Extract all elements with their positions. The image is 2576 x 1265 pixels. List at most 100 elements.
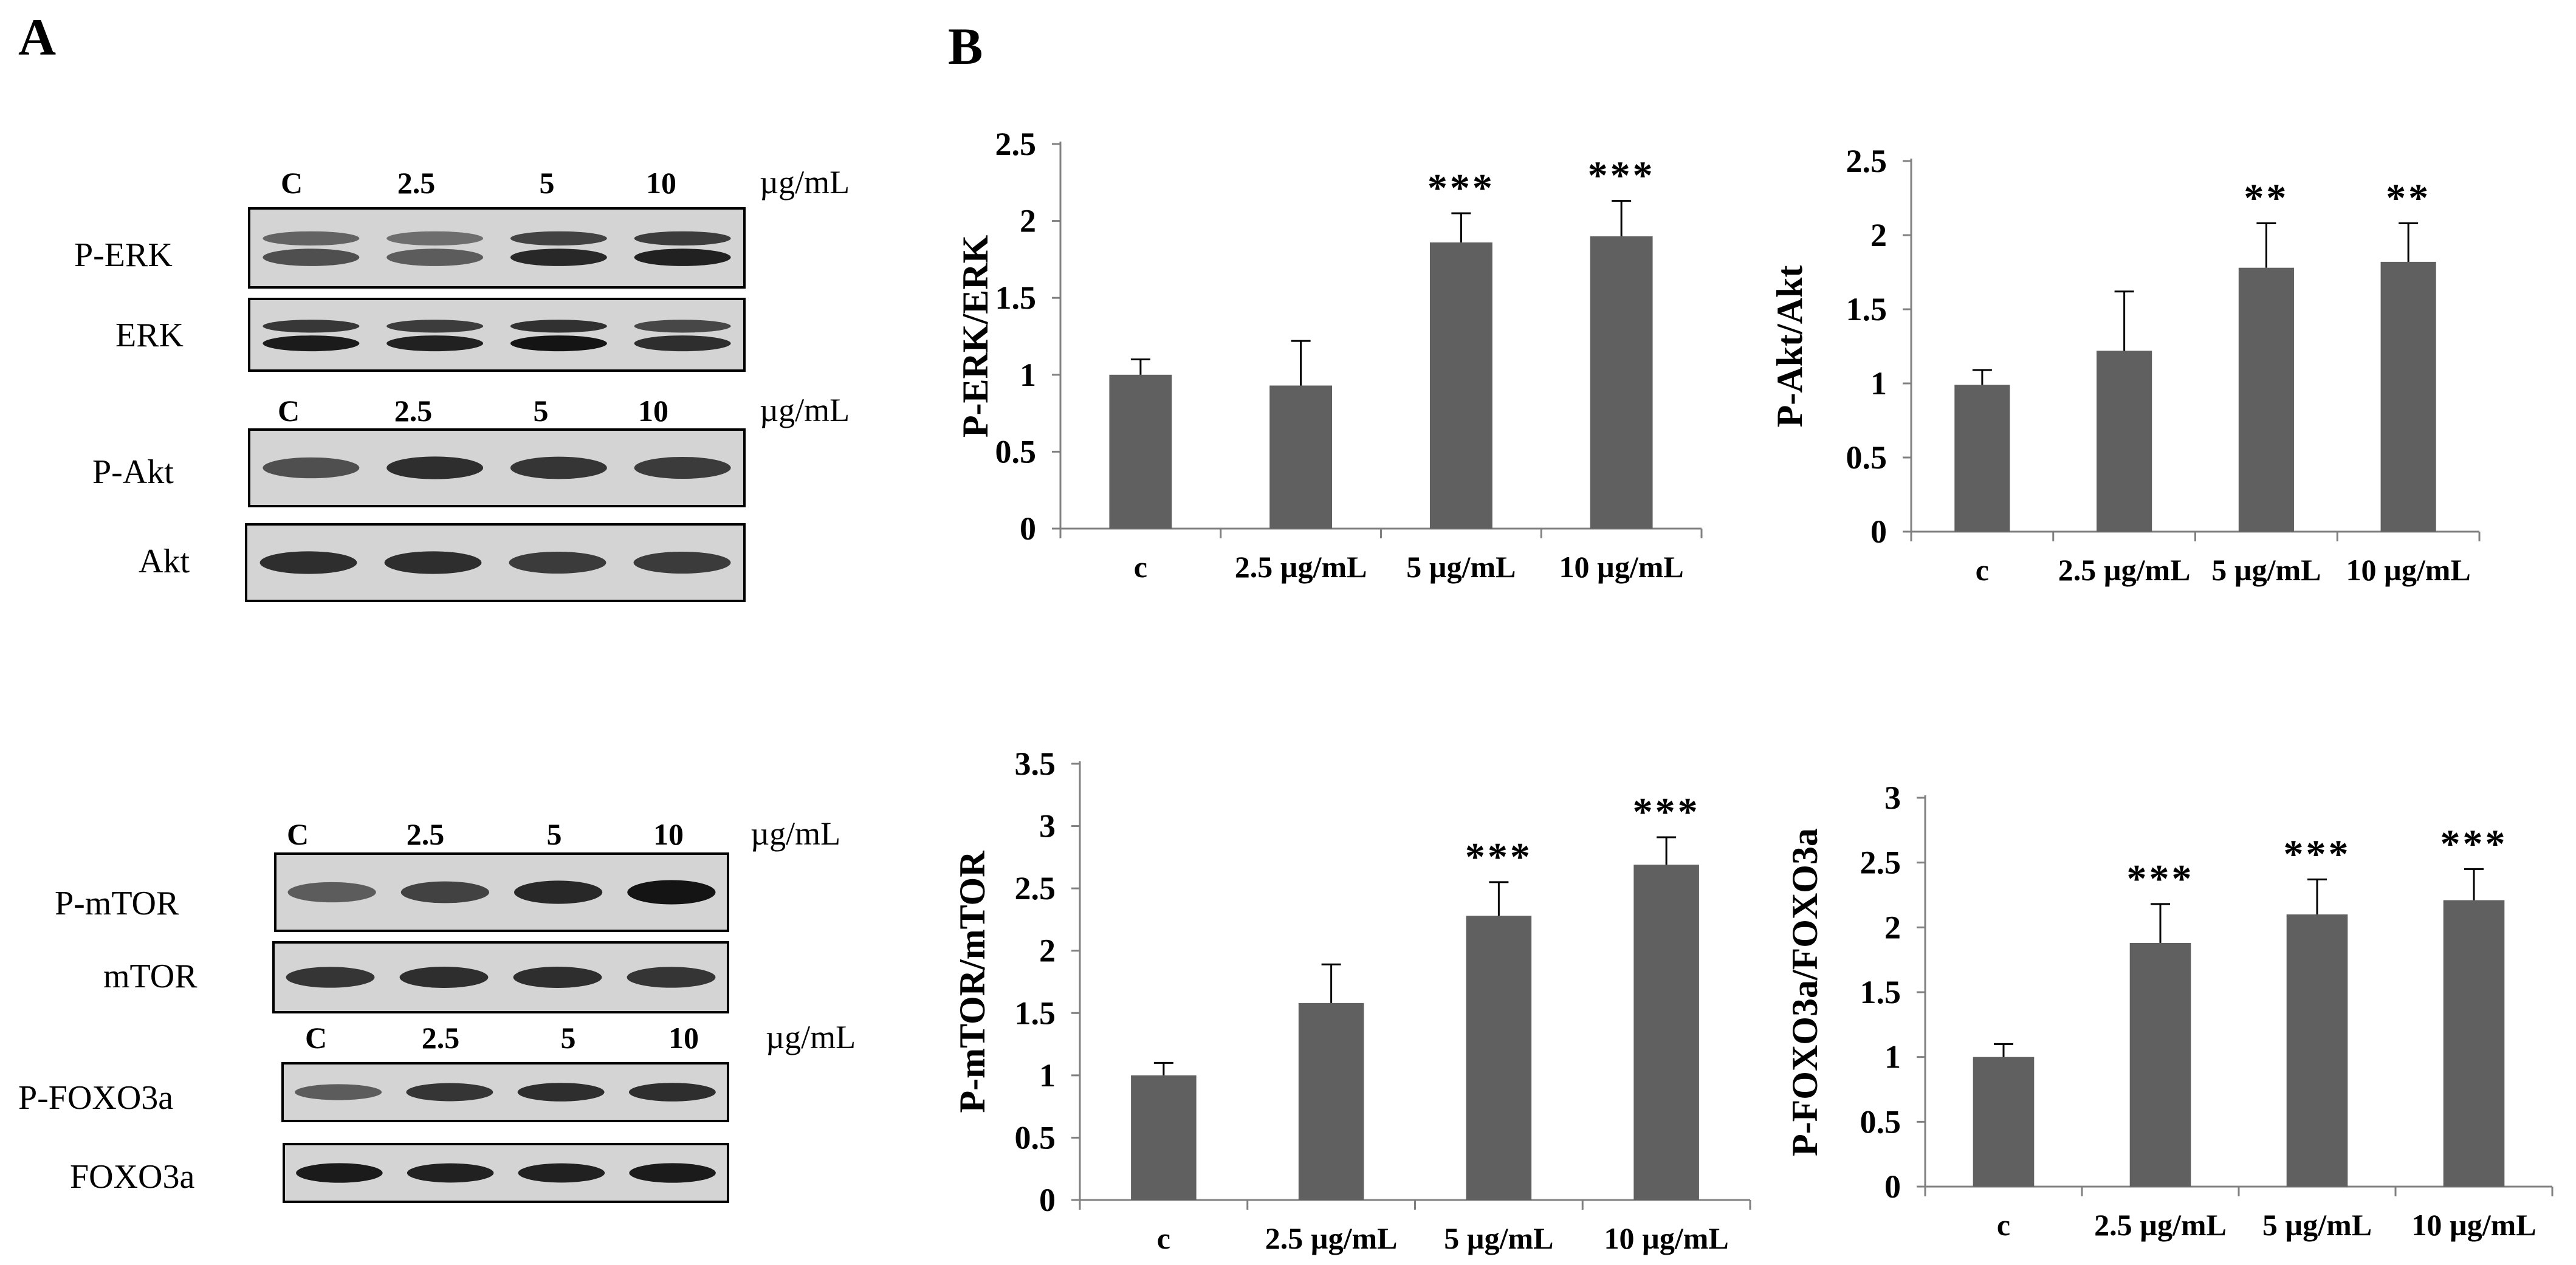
lane-label: 5 (547, 817, 562, 851)
y-axis-label: P-FOXO3a/FOXO3a (1785, 828, 1825, 1156)
y-tick-label: 0.5 (995, 433, 1037, 470)
blot-membrane (248, 298, 746, 372)
lane-label: 10 (668, 1021, 699, 1055)
blot-band (634, 231, 731, 246)
significance-marker: *** (1633, 790, 1700, 834)
blot-band (386, 320, 484, 333)
bar (1429, 242, 1492, 529)
y-tick-label: 2 (1039, 933, 1056, 969)
blot-band (634, 456, 731, 479)
lane-label: 5 (561, 1021, 576, 1055)
bar (2129, 942, 2191, 1187)
bar (2097, 351, 2152, 532)
bar (1109, 374, 1172, 529)
y-tick-label: 0 (1039, 1182, 1056, 1218)
y-tick-label: 2.5 (1015, 870, 1056, 907)
y-tick-label: 3 (1884, 780, 1901, 816)
blot-band (510, 456, 607, 479)
y-axis-label: P-Akt/Akt (1770, 266, 1810, 428)
blot-band (296, 1163, 383, 1183)
blot-band (513, 880, 603, 904)
category-label: 5 µg/mL (1406, 550, 1516, 584)
blot-band (286, 967, 375, 988)
blot-band (634, 335, 731, 352)
band-name: P-FOXO3a (18, 1079, 173, 1117)
chart-4: 0 0.5 1 1.5 2 2.5 3 P-FOXO3a/FOXO3a c *** 2.5 µg/m… (1785, 780, 2554, 1242)
y-tick-label: 2 (1884, 909, 1901, 945)
blot-panel-4: C 2.5 5 10 µg/mL P-FOXO3a FOXO3a (18, 1019, 856, 1203)
band-name: FOXO3a (70, 1158, 194, 1196)
y-tick-label: 2.5 (1860, 845, 1901, 881)
category-label: 10 µg/mL (2346, 553, 2471, 587)
bar (2443, 900, 2505, 1187)
lane-label: 2.5 (394, 394, 433, 428)
category-label: 10 µg/mL (1604, 1221, 1729, 1255)
lane-label: C (305, 1021, 327, 1055)
lane-label: 2.5 (397, 166, 436, 200)
bar (1633, 865, 1699, 1200)
significance-marker: *** (1465, 835, 1533, 879)
lane-label: 10 (646, 166, 676, 200)
chart-3: 0 0.5 1 1.5 2 2.5 3 3.5 P-mTOR/mTOR c 2.5 µg/mL ***… (952, 746, 1751, 1255)
blot-panel-1: C 2.5 5 10 µg/mL P-ERK ERK (74, 164, 850, 372)
blot-band (510, 320, 607, 333)
y-tick-label: 1.5 (995, 279, 1037, 316)
bar (1298, 1003, 1364, 1200)
y-tick-label: 1.5 (1846, 291, 1887, 327)
band-name: P-ERK (74, 236, 173, 274)
blot-band (386, 335, 484, 352)
panel-b-label: B (948, 17, 983, 75)
y-axis-label: P-mTOR/mTOR (952, 851, 992, 1113)
blot-band (517, 1083, 605, 1102)
blot-band (509, 551, 606, 574)
blot-band (510, 249, 607, 266)
chart-1: 0 0.5 1 1.5 2 2.5 P-ERK/ERK c 2.5 µg/mL *** 5 µg/m… (955, 126, 1703, 584)
significance-marker: *** (2440, 821, 2508, 866)
band-name: P-mTOR (55, 885, 179, 922)
category-label: 2.5 µg/mL (1235, 550, 1367, 584)
category-label: 2.5 µg/mL (2058, 553, 2191, 587)
y-tick-label: 0.5 (1860, 1103, 1901, 1140)
y-tick-label: 1 (1020, 357, 1036, 393)
blot-band (628, 1083, 716, 1102)
lane-label: 5 (534, 394, 549, 428)
band-name: ERK (115, 317, 184, 354)
blot-membrane (248, 207, 746, 289)
y-tick-label: 2 (1870, 217, 1887, 253)
category-label: c (1997, 1208, 2010, 1242)
bar (1973, 1057, 2035, 1187)
bar (1466, 916, 1532, 1200)
band-name: Akt (139, 543, 190, 580)
y-tick-label: 1.5 (1860, 974, 1901, 1010)
blot-band (263, 335, 360, 352)
unit-label: µg/mL (760, 392, 850, 428)
panel-a-label: A (18, 8, 56, 66)
significance-marker: ** (2244, 176, 2289, 220)
band-name: P-Akt (92, 453, 174, 491)
lane-label: 10 (638, 394, 668, 428)
blot-band (386, 231, 484, 246)
blot-band (263, 231, 360, 246)
bar (1954, 385, 2010, 532)
blot-band (627, 967, 716, 988)
blot-band (513, 967, 602, 988)
blot-band (634, 249, 731, 266)
category-label: c (1134, 550, 1147, 584)
category-label: c (1157, 1221, 1170, 1255)
blot-band (510, 231, 607, 246)
blot-band (406, 1083, 493, 1102)
bar (2286, 914, 2348, 1187)
significance-marker: *** (1427, 166, 1495, 210)
y-tick-label: 2 (1020, 203, 1036, 239)
category-label: 5 µg/mL (2262, 1208, 2372, 1242)
y-tick-label: 0.5 (1015, 1119, 1056, 1156)
blot-band (627, 880, 716, 905)
significance-marker: *** (2284, 832, 2351, 876)
significance-marker: *** (2127, 857, 2194, 901)
y-tick-label: 1 (1884, 1039, 1901, 1075)
significance-marker: ** (2386, 176, 2431, 220)
bar (1269, 385, 1333, 529)
blot-band (399, 967, 489, 988)
y-tick-label: 3 (1039, 808, 1056, 845)
